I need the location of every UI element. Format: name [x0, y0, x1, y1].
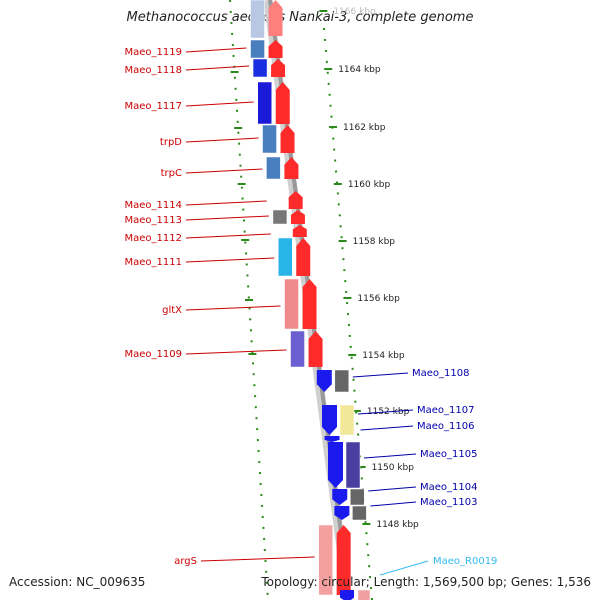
gene-label-fwd: argS [174, 556, 197, 567]
ruler-tick-label: 1156 kbp [357, 294, 400, 304]
gene-box-fwd [278, 237, 293, 277]
gene-arrow-rev [332, 489, 348, 505]
ruler-rail-left [229, 0, 269, 600]
gene-label-fwd-leader [185, 101, 254, 107]
gene-box-rev [352, 505, 367, 521]
gene-label-rev-leader [368, 486, 417, 492]
gene-box-fwd [252, 58, 268, 78]
gene-arrow-fwd [284, 157, 299, 179]
gene-label-fwd: Maeo_1118 [125, 65, 182, 76]
gene-arrow-rev [322, 405, 337, 435]
gene-box-rev [357, 589, 371, 600]
gene-arrow-fwd [290, 210, 305, 224]
gene-box-fwd [250, 39, 265, 59]
gene-label-fwd: Maeo_1111 [125, 257, 182, 268]
gene-label-rev: Maeo_1108 [412, 368, 469, 379]
ruler-tick-label: 1154 kbp [362, 351, 405, 361]
gene-box-fwd [284, 278, 299, 330]
gene-arrow-rev [316, 370, 332, 392]
gene-box-fwd [290, 330, 305, 368]
gene-label-fwd: Maeo_1114 [125, 200, 182, 211]
gene-label-fwd-leader [185, 233, 271, 239]
gene-arrow-rev [334, 506, 350, 520]
gene-box-rev [350, 488, 365, 506]
gene-arrow-fwd [308, 331, 323, 367]
gene-arrow-fwd [296, 238, 311, 276]
gene-arrow-rev [324, 436, 340, 442]
ruler-tick-label: 1148 kbp [376, 520, 419, 530]
gene-label-rev: Maeo_1107 [417, 405, 474, 416]
gene-label-fwd: Maeo_1109 [125, 349, 182, 360]
gene-label-rev: Maeo_1104 [420, 482, 477, 493]
gene-label-rev: Maeo_1105 [420, 449, 477, 460]
gene-arrow-fwd [292, 225, 307, 237]
gene-label-fwd-leader [200, 556, 315, 562]
gene-box-fwd [266, 156, 281, 180]
gene-label-fwd-leader [185, 168, 263, 174]
gene-label-fwd-leader [185, 47, 247, 53]
ruler-tick-label: 1158 kbp [353, 237, 396, 247]
gene-label-rev-leader [352, 372, 409, 378]
gene-label-fwd: trpC [161, 168, 182, 179]
gene-box-fwd [272, 209, 288, 225]
gene-box-fwd [318, 524, 333, 596]
gene-label-rev-leader [363, 453, 417, 459]
ruler-tick-label: 1160 kbp [348, 180, 391, 190]
gene-label-rev-leader [360, 425, 414, 431]
ruler-tick-label: 1150 kbp [372, 463, 415, 473]
gene-arrow-fwd [288, 191, 303, 209]
gene-label-rev-leader [357, 409, 414, 415]
gene-label-fwd-leader [185, 305, 281, 311]
gene-arrow-fwd [336, 525, 351, 595]
gene-box-rev [334, 369, 350, 393]
gene-label-rev: Maeo_1103 [420, 497, 477, 508]
gene-arrow-fwd [271, 59, 286, 77]
gene-label-fwd: trpD [160, 137, 182, 148]
gene-label-fwd: gltX [162, 305, 182, 316]
gene-label-rev: Maeo_1106 [417, 421, 474, 432]
gene-arrow-fwd [268, 40, 283, 58]
gene-label-fwd-leader [185, 200, 267, 206]
gene-label-fwd: Maeo_1119 [125, 47, 182, 58]
gene-arrow-fwd [268, 0, 283, 36]
gene-label-rna: Maeo_R0019 [433, 556, 497, 567]
gene-label-fwd: Maeo_1117 [125, 101, 182, 112]
gene-label-fwd: Maeo_1113 [125, 215, 182, 226]
gene-label-fwd-leader [185, 349, 287, 355]
gene-arrow-fwd [302, 279, 317, 329]
gene-box-rev [345, 441, 361, 489]
ruler-tick-label: 1162 kbp [343, 123, 386, 133]
gene-arrow-rev [328, 442, 343, 488]
gene-box-fwd [257, 81, 272, 125]
gene-label-fwd-leader [185, 65, 250, 71]
gene-arrow-fwd [275, 82, 290, 124]
ruler-tick-label: 1164 kbp [338, 65, 381, 75]
gene-label-fwd-leader [185, 257, 275, 263]
gene-label-rna-leader [379, 560, 429, 576]
summary-text: Topology: circular; Length: 1,569,500 bp… [261, 575, 591, 589]
ruler-rail-right [323, 27, 373, 600]
ruler-tick-label: 1166 kbp [333, 7, 376, 17]
gene-box-rev [339, 404, 355, 436]
gene-arrow-fwd [280, 125, 295, 153]
gene-box-fwd [250, 0, 265, 39]
map-title: Methanococcus aeolicus Nankai-3, complet… [126, 10, 474, 25]
gene-label-rev-leader [370, 501, 417, 507]
accession-text: Accession: NC_009635 [9, 575, 146, 589]
gene-box-fwd [262, 124, 277, 154]
gene-label-fwd-leader [185, 137, 259, 143]
gene-label-fwd-leader [185, 215, 269, 221]
gene-label-fwd: Maeo_1112 [125, 233, 182, 244]
gene-arrow-rev [340, 590, 354, 600]
